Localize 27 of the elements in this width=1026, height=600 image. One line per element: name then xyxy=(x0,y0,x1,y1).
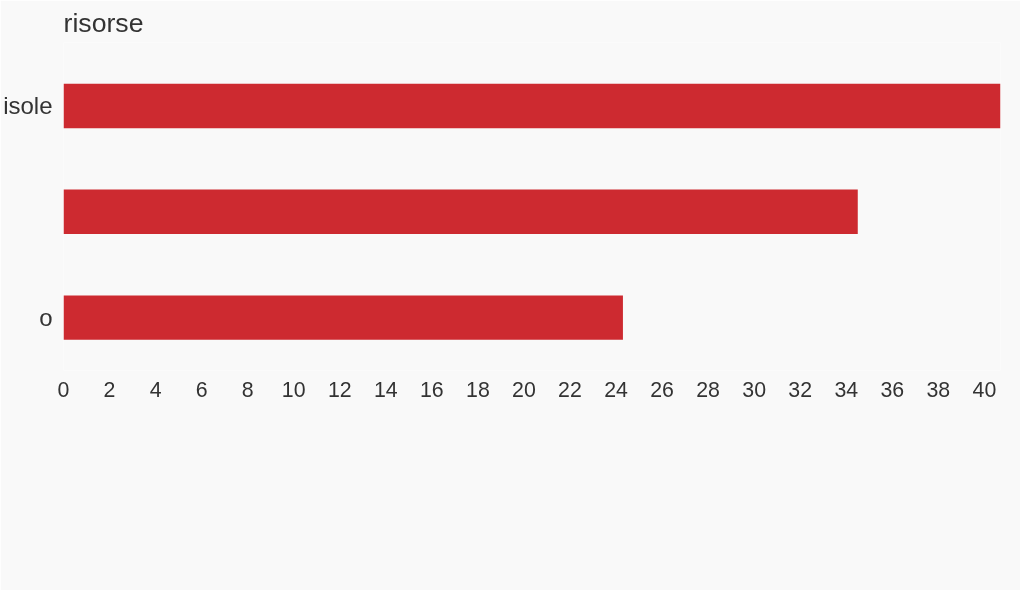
x-tick-label: 4 xyxy=(149,377,162,402)
x-tick-label: 28 xyxy=(696,377,720,402)
x-tick-label: 18 xyxy=(466,377,490,402)
y-tick-label: isole xyxy=(3,92,53,120)
x-tick-label: 22 xyxy=(558,377,582,402)
bar xyxy=(63,189,858,235)
x-tick-label: 12 xyxy=(327,377,352,402)
x-tick-label: 32 xyxy=(788,377,813,402)
x-tick-label: 38 xyxy=(926,377,951,402)
x-tick-label: 20 xyxy=(512,377,536,402)
x-tick-label: 2 xyxy=(103,377,116,402)
bar xyxy=(63,83,1001,129)
chart-title: risorse xyxy=(63,7,144,38)
x-tick-label: 16 xyxy=(419,377,444,402)
x-tick-label: 26 xyxy=(650,377,674,402)
x-tick-label: 40 xyxy=(972,377,997,402)
x-tick-label: 36 xyxy=(880,377,905,402)
x-tick-label: 30 xyxy=(742,377,767,402)
x-tick-label: 6 xyxy=(195,377,208,402)
x-tick-label: 10 xyxy=(281,377,306,402)
x-tick-label: 24 xyxy=(604,377,629,402)
x-tick-label: 34 xyxy=(834,377,859,402)
y-tick-label: o xyxy=(39,304,53,332)
bar xyxy=(63,295,623,340)
x-tick-label: 0 xyxy=(57,377,70,402)
x-tick-label: 14 xyxy=(373,377,398,402)
x-tick-label: 8 xyxy=(241,377,254,402)
